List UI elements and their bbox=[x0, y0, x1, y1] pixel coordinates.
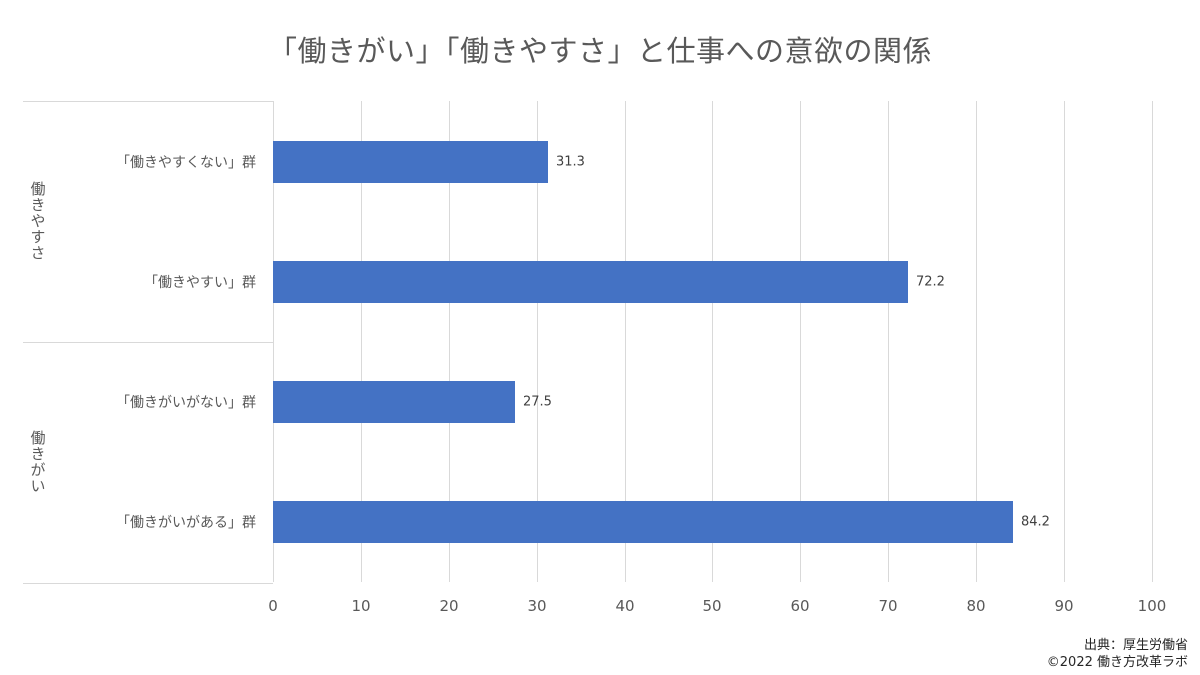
gridline bbox=[449, 101, 450, 582]
group-label-ease: 働きやすさ bbox=[23, 101, 53, 341]
group-label-worth-text: 働きがい bbox=[28, 430, 47, 494]
bar-easy bbox=[273, 261, 908, 303]
category-label: 「働きがいがない」群 bbox=[116, 395, 256, 411]
x-tick: 70 bbox=[878, 597, 898, 615]
x-tick: 50 bbox=[702, 597, 722, 615]
gridline bbox=[361, 101, 362, 582]
gridline bbox=[1064, 101, 1065, 582]
x-tick: 0 bbox=[268, 597, 278, 615]
gridline bbox=[800, 101, 801, 582]
gridline bbox=[712, 101, 713, 582]
category-axis-line bbox=[273, 101, 274, 582]
x-tick: 30 bbox=[527, 597, 547, 615]
bar-not-easy bbox=[273, 141, 548, 183]
gridline bbox=[625, 101, 626, 582]
category-label: 「働きやすくない」群 bbox=[116, 155, 256, 171]
bar-no-worth bbox=[273, 381, 515, 423]
category-label: 「働きがいがある」群 bbox=[116, 515, 256, 531]
x-tick: 10 bbox=[351, 597, 371, 615]
group-box-worth bbox=[23, 342, 273, 584]
gridline bbox=[537, 101, 538, 582]
group-label-worth: 働きがい bbox=[23, 342, 53, 582]
value-label: 31.3 bbox=[556, 154, 585, 170]
x-tick: 60 bbox=[790, 597, 810, 615]
copyright-line: ©2022 働き方改革ラボ bbox=[1046, 655, 1188, 670]
source-line: 出典：厚生労働省 bbox=[1083, 638, 1188, 653]
x-tick: 100 bbox=[1137, 597, 1167, 615]
group-label-ease-text: 働きやすさ bbox=[28, 181, 47, 261]
value-label: 84.2 bbox=[1021, 514, 1050, 530]
source-note: 出典：厚生労働省 ©2022 働き方改革ラボ bbox=[1047, 637, 1188, 671]
x-tick: 40 bbox=[615, 597, 635, 615]
x-tick: 20 bbox=[439, 597, 459, 615]
bar-worth bbox=[273, 501, 1013, 543]
gridline bbox=[1152, 101, 1153, 582]
plot-area: 31.3 72.2 27.5 84.2 bbox=[273, 101, 1153, 582]
x-tick: 80 bbox=[966, 597, 986, 615]
chart-title: 「働きがい」「働きやすさ」と仕事への意欲の関係 bbox=[267, 34, 932, 68]
x-tick: 90 bbox=[1054, 597, 1074, 615]
value-label: 27.5 bbox=[523, 394, 552, 410]
gridline bbox=[888, 101, 889, 582]
value-label: 72.2 bbox=[916, 274, 945, 290]
gridline bbox=[976, 101, 977, 582]
category-label: 「働きやすい」群 bbox=[144, 275, 256, 291]
group-box-ease bbox=[23, 101, 273, 342]
